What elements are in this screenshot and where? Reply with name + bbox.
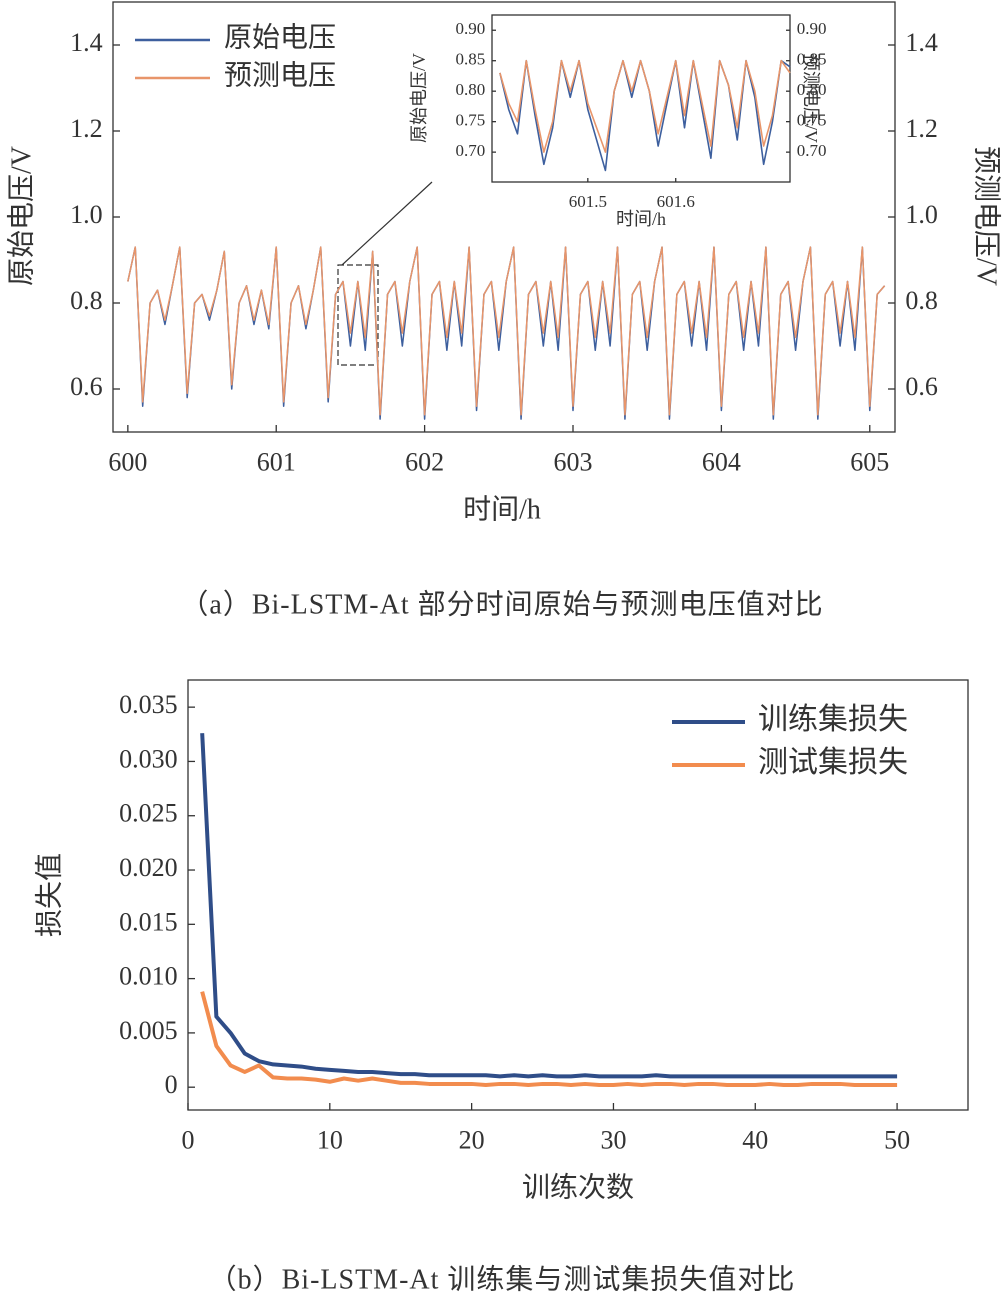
x-axis-title: 时间/h xyxy=(463,493,541,525)
y-tick-label: 1.2 xyxy=(70,114,103,143)
legend-label: 预测电压 xyxy=(224,59,336,91)
data-line xyxy=(200,733,898,1079)
y-tick-label: 0.020 xyxy=(119,853,178,882)
y2-axis-title: 预测电压/V xyxy=(801,53,821,143)
x-tick-label: 602 xyxy=(405,447,444,476)
y-tick-label: 1.4 xyxy=(70,28,103,57)
x-tick-label: 30 xyxy=(600,1125,626,1154)
x-tick-label: 20 xyxy=(459,1125,485,1154)
legend-label: 测试集损失 xyxy=(758,746,908,779)
y2-tick-label: 0.75 xyxy=(797,111,827,130)
y2-tick-label: 0.80 xyxy=(797,80,827,99)
x-tick-label: 601 xyxy=(257,447,296,476)
y-tick-label: 0.80 xyxy=(455,80,485,99)
x-tick-label: 601.6 xyxy=(657,192,695,211)
y-tick-label: 0.85 xyxy=(455,50,485,69)
y-tick-label: 0.6 xyxy=(70,372,103,401)
x-tick-label: 604 xyxy=(702,447,741,476)
y-axis-title: 原始电压/V xyxy=(409,53,429,143)
plot-frame xyxy=(491,14,791,183)
y2-tick-label: 1.2 xyxy=(905,114,938,143)
y-axis-title: 原始电压/V xyxy=(5,146,37,286)
inset-background xyxy=(492,15,790,182)
data-line xyxy=(127,246,886,416)
y2-tick-label: 0.70 xyxy=(797,141,827,160)
data-line xyxy=(127,246,886,420)
y2-tick-label: 0.8 xyxy=(905,286,938,315)
y2-tick-label: 0.6 xyxy=(905,372,938,401)
y-tick-label: 0.015 xyxy=(119,907,178,936)
x-tick-label: 10 xyxy=(317,1125,343,1154)
x-tick-label: 0 xyxy=(182,1125,195,1154)
y-tick-label: 0.035 xyxy=(119,690,178,719)
y2-tick-label: 0.85 xyxy=(797,50,827,69)
x-tick-label: 600 xyxy=(108,447,147,476)
data-line xyxy=(499,59,791,153)
caption: （b）Bi-LSTM-At 训练集与测试集损失值对比 xyxy=(209,1263,796,1295)
y2-tick-label: 1.4 xyxy=(905,28,938,57)
legend-label: 原始电压 xyxy=(224,21,336,53)
y-tick-label: 0.75 xyxy=(455,111,485,130)
y-tick-label: 1.0 xyxy=(70,200,103,229)
y-tick-label: 0.8 xyxy=(70,286,103,315)
x-axis-title: 训练次数 xyxy=(522,1171,634,1203)
x-tick-label: 605 xyxy=(850,447,889,476)
y2-axis-title: 预测电压/V xyxy=(971,146,1003,286)
y2-tick-label: 0.90 xyxy=(797,19,827,38)
x-tick-label: 603 xyxy=(554,447,593,476)
data-line xyxy=(200,991,898,1088)
y2-tick-label: 1.0 xyxy=(905,200,938,229)
y-tick-label: 0 xyxy=(165,1070,178,1099)
y-axis-title: 损失值 xyxy=(33,853,65,937)
zoom-box xyxy=(337,264,379,366)
y-tick-label: 0.005 xyxy=(119,1016,178,1045)
x-tick-label: 50 xyxy=(884,1125,910,1154)
y-tick-label: 0.70 xyxy=(455,141,485,160)
zoom-connector xyxy=(341,181,433,266)
y-tick-label: 0.030 xyxy=(119,744,178,773)
y-tick-label: 0.010 xyxy=(119,962,178,991)
y-tick-label: 0.025 xyxy=(119,799,178,828)
legend-label: 训练集损失 xyxy=(758,703,908,736)
x-axis-title: 时间/h xyxy=(616,209,666,229)
y-tick-label: 0.90 xyxy=(455,19,485,38)
x-tick-label: 601.5 xyxy=(569,192,607,211)
plot-frame xyxy=(187,679,969,1111)
x-tick-label: 40 xyxy=(742,1125,768,1154)
caption: （a）Bi-LSTM-At 部分时间原始与预测电压值对比 xyxy=(180,588,823,620)
